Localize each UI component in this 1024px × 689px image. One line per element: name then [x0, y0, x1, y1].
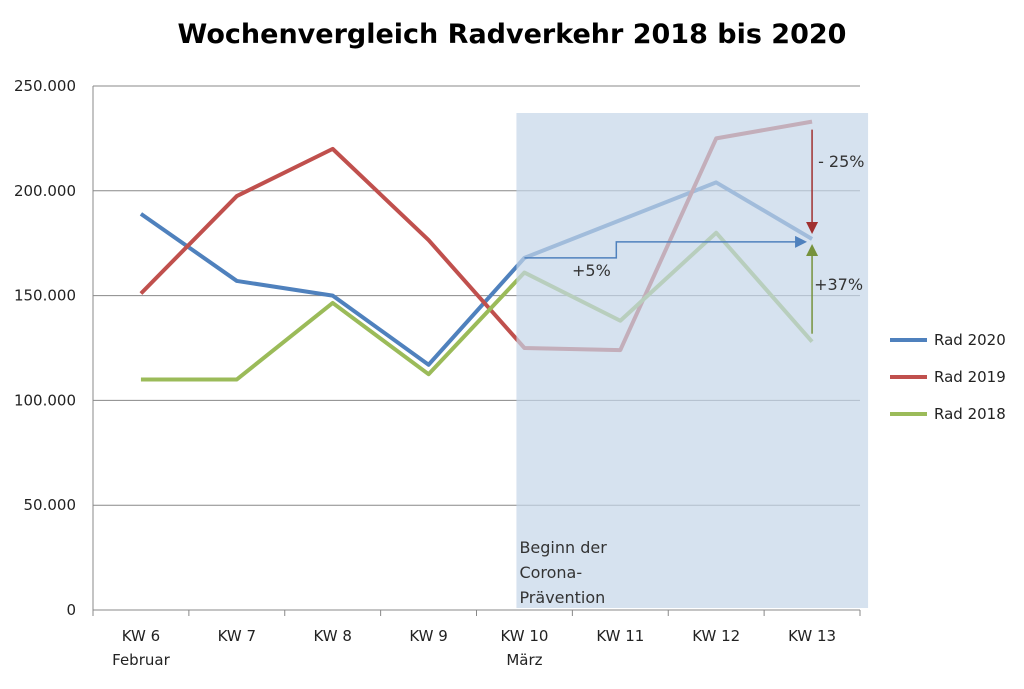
x-tick-label: KW 9: [409, 627, 447, 645]
y-tick-label: 0: [66, 601, 76, 619]
x-tick-sublabel: März: [506, 651, 542, 669]
y-tick-label: 250.000: [14, 77, 76, 95]
chart-title: Wochenvergleich Radverkehr 2018 bis 2020: [178, 19, 847, 50]
y-tick-label: 150.000: [14, 287, 76, 305]
region-label: Prävention: [519, 588, 605, 607]
annotation-plus-5: +5%: [572, 261, 611, 280]
x-tick-label: KW 11: [596, 627, 644, 645]
corona-shaded-region: [516, 113, 869, 608]
change-arrow: [524, 235, 808, 259]
x-tick-label: KW 7: [218, 627, 256, 645]
x-tick-label: KW 8: [313, 627, 351, 645]
legend-label: Rad 2018: [934, 405, 1006, 423]
annotation-minus-25: - 25%: [818, 152, 864, 171]
region-label: Beginn der: [519, 538, 607, 557]
y-tick-label: 200.000: [14, 182, 76, 200]
x-tick-label: KW 12: [692, 627, 740, 645]
region-label: Corona-: [519, 563, 582, 582]
x-tick-label: KW 13: [788, 627, 836, 645]
legend-label: Rad 2019: [934, 368, 1006, 386]
y-tick-label: 50.000: [24, 496, 77, 514]
x-tick-label: KW 10: [500, 627, 548, 645]
y-tick-label: 100.000: [14, 391, 76, 409]
legend-label: Rad 2020: [934, 331, 1006, 349]
x-tick-sublabel: Februar: [112, 651, 170, 669]
x-tick-label: KW 6: [122, 627, 160, 645]
annotation-plus-37: +37%: [814, 275, 863, 294]
